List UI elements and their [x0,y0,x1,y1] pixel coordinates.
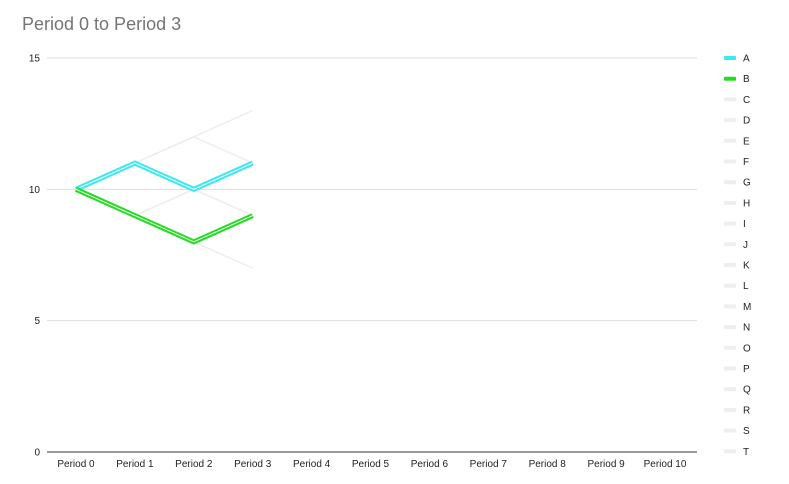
legend-item-h[interactable]: H [724,198,750,209]
legend-item-n[interactable]: N [724,323,750,334]
legend-swatch [724,138,736,143]
legend-swatch [724,159,736,164]
x-tick-label: Period 9 [587,459,625,470]
y-tick-label: 0 [34,448,40,459]
legend-item-l[interactable]: L [724,281,749,292]
legend-label: H [743,198,750,209]
legend-label: G [743,178,751,189]
y-axis-ticks: 0 5 10 15 [29,54,41,459]
legend-swatch [724,366,736,371]
y-tick-label: 15 [29,54,41,65]
series-lines [74,109,254,269]
legend-item-m[interactable]: M [724,302,751,313]
legend-label: A [743,54,750,65]
legend-swatch [724,242,736,247]
legend-swatch [724,200,736,205]
series-line-b-highlight [75,188,253,243]
legend-swatch [724,56,736,60]
legend-swatch [724,304,736,309]
legend-label: B [743,74,750,85]
legend-swatch [724,283,736,288]
x-tick-label: Period 8 [529,459,567,470]
legend-item-r[interactable]: R [724,405,750,416]
legend-item-b[interactable]: B [724,74,750,85]
legend-label: K [743,261,750,272]
gridlines [47,57,697,453]
x-tick-label: Period 3 [234,459,272,470]
x-tick-label: Period 10 [644,459,687,470]
legend-label: N [743,323,750,334]
legend-item-p[interactable]: P [724,364,750,375]
x-tick-label: Period 5 [352,459,390,470]
legend-swatch [724,97,736,102]
x-tick-label: Period 7 [470,459,508,470]
y-tick-label: 10 [29,185,41,196]
legend-label: D [743,116,750,127]
x-tick-label: Period 6 [411,459,449,470]
x-tick-label: Period 0 [57,459,95,470]
legend-item-q[interactable]: Q [724,385,751,396]
x-tick-label: Period 2 [175,459,213,470]
x-axis-ticks: Period 0 Period 1 Period 2 Period 3 Period 4… [57,459,686,470]
legend-swatch [724,345,736,350]
legend-swatch [724,221,736,226]
legend-label: F [743,157,749,168]
legend-item-g[interactable]: G [724,178,751,189]
legend-label: L [743,281,749,292]
legend-item-d[interactable]: D [724,116,750,127]
legend-item-k[interactable]: K [724,261,750,272]
legend-swatch [724,449,736,454]
legend-label: O [743,343,751,354]
legend-item-j[interactable]: J [724,240,748,251]
legend-item-f[interactable]: F [724,157,749,168]
legend-item-c[interactable]: C [724,95,750,106]
legend-item-e[interactable]: E [724,136,750,147]
series-line-d [75,135,254,191]
legend-swatch [724,387,736,392]
legend-swatch [724,180,736,185]
legend-swatch [724,118,736,123]
legend-item-t[interactable]: T [724,447,749,458]
legend-item-s[interactable]: S [724,426,750,437]
legend-label: T [743,447,749,458]
legend-swatch [724,325,736,330]
legend-item-o[interactable]: O [724,343,751,354]
y-tick-label: 5 [34,316,40,327]
legend-label: Q [743,385,751,396]
legend-item-a[interactable]: A [724,54,750,65]
legend-label: P [743,364,750,375]
legend-item-i[interactable]: I [724,219,746,230]
chart-title: Period 0 to Period 3 [22,14,182,34]
legend-label: I [743,219,746,230]
legend-swatch [724,76,736,81]
legend-label: M [743,302,751,313]
legend-label: C [743,95,750,106]
legend-label: R [743,405,750,416]
x-tick-label: Period 1 [116,459,154,470]
x-tick-label: Period 4 [293,459,331,470]
legend-label: E [743,136,750,147]
legend-swatch [724,407,736,412]
series-line-b [74,187,254,245]
legend-swatch [724,263,736,267]
legend-label: J [743,240,748,251]
legend-label: S [743,426,750,437]
legend-swatch [724,428,736,433]
series-line-a-highlight [75,162,253,190]
